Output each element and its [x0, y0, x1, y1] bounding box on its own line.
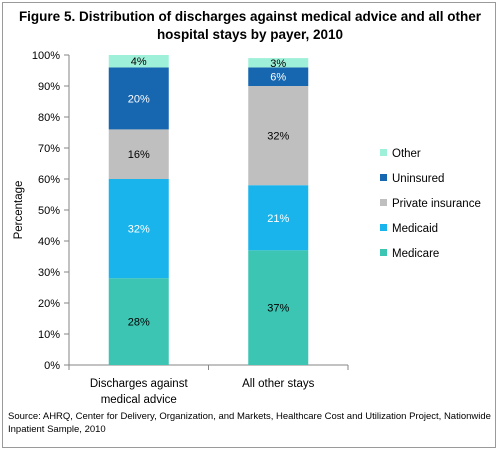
- bar-segment-medicare: [248, 250, 309, 365]
- bar-segment-uninsured: [108, 67, 169, 130]
- legend-label: Private insurance: [392, 198, 481, 210]
- legend-label: Medicaid: [392, 223, 438, 235]
- legend-swatch: [380, 174, 387, 181]
- legend-label: Medicare: [392, 248, 439, 260]
- chart-title: Figure 5. Distribution of discharges aga…: [18, 9, 482, 42]
- legend-swatch: [380, 249, 387, 256]
- bar-segment-other: [248, 58, 309, 68]
- x-category-label: medical advice: [101, 394, 177, 406]
- y-tick-label: 80%: [38, 112, 60, 124]
- chart-frame: [2, 2, 496, 448]
- data-label: 28%: [128, 317, 150, 329]
- legend-label: Uninsured: [392, 173, 444, 185]
- bar-segment-medicaid: [248, 185, 309, 251]
- data-label: 32%: [128, 224, 150, 236]
- data-label: 21%: [267, 213, 289, 225]
- y-axis-title: Percentage: [13, 181, 25, 240]
- legend-label: Other: [392, 148, 421, 160]
- bar-segment-uninsured: [248, 67, 309, 86]
- bar-segment-private-insurance: [108, 129, 169, 179]
- y-tick-label: 90%: [38, 81, 60, 93]
- y-tick-label: 40%: [38, 236, 60, 248]
- y-tick-label: 70%: [38, 143, 60, 155]
- legend-swatch: [380, 224, 387, 231]
- y-tick-label: 0%: [44, 360, 60, 372]
- x-category-label: Discharges against: [90, 378, 189, 390]
- data-label: 4%: [131, 56, 147, 68]
- y-tick-label: 10%: [38, 329, 60, 341]
- data-label: 3%: [270, 58, 286, 70]
- source-note: Source: AHRQ, Center for Delivery, Organ…: [8, 411, 491, 435]
- bar-segment-medicaid: [108, 179, 169, 279]
- y-tick-label: 50%: [38, 205, 60, 217]
- data-label: 37%: [267, 303, 289, 315]
- x-category-label: All other stays: [242, 378, 314, 390]
- legend-swatch: [380, 149, 387, 156]
- y-tick-label: 20%: [38, 298, 60, 310]
- y-tick-label: 30%: [38, 267, 60, 279]
- data-label: 16%: [128, 149, 150, 161]
- bar-segment-medicare: [108, 278, 169, 365]
- data-label: 20%: [128, 93, 150, 105]
- y-tick-label: 60%: [38, 174, 60, 186]
- bar-segment-other: [108, 55, 169, 68]
- y-tick-label: 100%: [32, 50, 60, 62]
- data-label: 32%: [267, 131, 289, 143]
- bar-segment-private-insurance: [248, 86, 309, 186]
- legend-swatch: [380, 199, 387, 206]
- data-label: 6%: [270, 72, 286, 84]
